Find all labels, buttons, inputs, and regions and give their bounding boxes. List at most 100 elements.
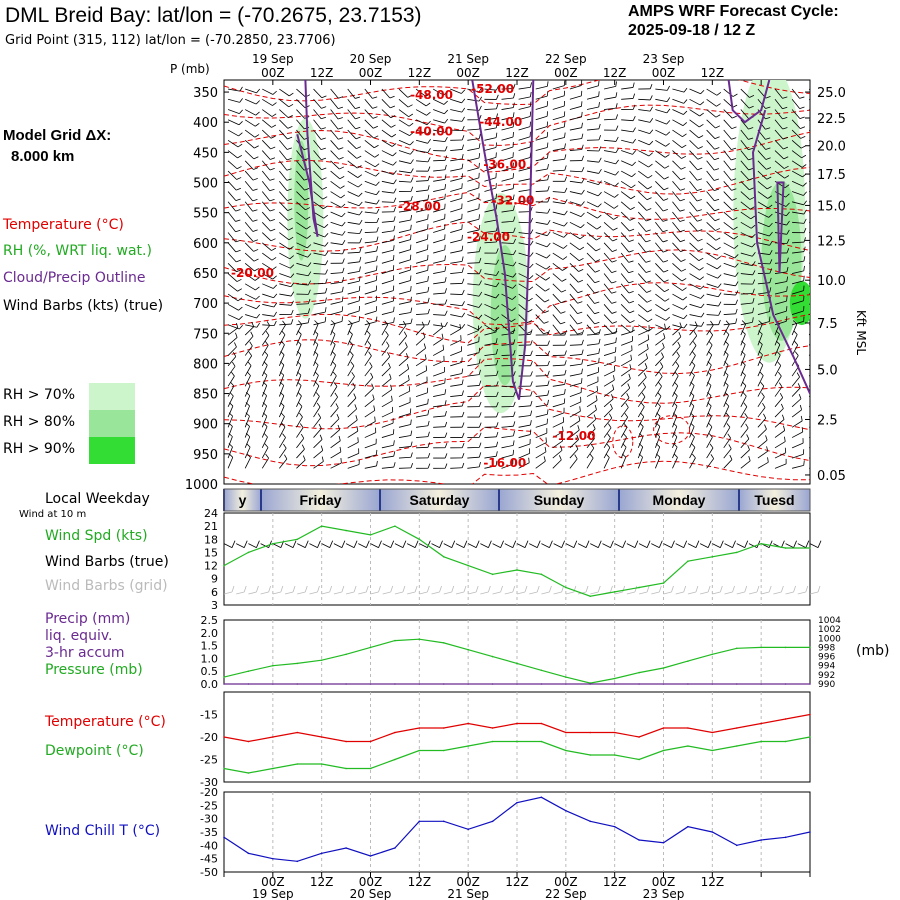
temp-contour-loop	[653, 415, 691, 445]
wind-barb-flag	[598, 102, 600, 108]
wind-barb-flag	[341, 230, 346, 236]
wind-barb-flag	[270, 157, 276, 160]
wind-barb-flag	[700, 285, 705, 290]
weekday-label: Sunday	[534, 492, 585, 508]
wind-barb-flag	[560, 321, 566, 325]
wind-barb-flag	[628, 250, 634, 253]
wind-barb	[313, 211, 325, 219]
wind-barb-flag	[317, 413, 322, 418]
grid-wind-barb	[382, 591, 391, 595]
wind-barb-flag	[561, 289, 567, 293]
temp-contour-line	[224, 282, 810, 326]
wind-barb	[467, 147, 480, 151]
wind-barb-flag	[725, 412, 730, 417]
wind-barb-flag	[578, 415, 581, 421]
wind-barb-flag	[407, 375, 410, 381]
surface-wind-barb	[529, 543, 538, 549]
wind-barb-flag	[313, 340, 319, 345]
wind-barb-flag	[725, 320, 730, 325]
wind-barb-flag	[615, 81, 617, 87]
wind-barb	[364, 270, 377, 274]
wind-barb-flag	[662, 240, 668, 243]
wind-barb	[757, 170, 767, 180]
wind-barb	[620, 252, 629, 263]
wind-barb-flag	[725, 330, 730, 335]
height-tick-label: 15.0	[817, 199, 846, 214]
wind-barb-flag	[478, 314, 483, 319]
wind-barb-flag	[513, 205, 515, 211]
temperature-line-point	[589, 731, 592, 734]
wind-barb-flag	[359, 276, 361, 282]
wind-barb-flag	[495, 122, 498, 128]
grid-wind-barb	[321, 591, 330, 595]
temperature-line-point	[418, 727, 421, 729]
wind-barb-flag	[563, 233, 568, 238]
wind-barb	[620, 211, 631, 221]
wind-barb	[552, 191, 565, 193]
wind-barb-flag	[643, 372, 647, 378]
wind-barb	[261, 375, 268, 387]
wind-barb-flag	[320, 127, 326, 130]
wind-barb	[569, 221, 581, 229]
wind-barb-flag	[393, 451, 396, 457]
wind-barb	[518, 126, 531, 131]
wind-barb-flag	[578, 279, 583, 283]
wind-barb	[689, 150, 699, 160]
wind-barb-flag	[373, 125, 379, 129]
wind-barb	[330, 150, 340, 160]
wind-barb	[757, 242, 770, 246]
wind-barb	[552, 412, 565, 418]
wind-barb-flag	[683, 314, 688, 320]
wind-barb-flag	[611, 270, 617, 273]
wind-barb	[415, 228, 428, 233]
wind-barb	[433, 371, 445, 377]
wind-barb	[757, 450, 768, 459]
wind-barb	[689, 303, 702, 309]
wind-speed-line-point	[296, 538, 299, 541]
pressure-line-point	[296, 662, 299, 665]
wind-barb	[672, 252, 682, 262]
wind-barb	[330, 160, 340, 170]
grid-wind-barb	[748, 591, 758, 595]
wind-barb-flag	[287, 136, 293, 140]
wind-barb	[398, 119, 410, 127]
wind-barb-flag	[598, 157, 602, 163]
wind-barb	[484, 446, 497, 449]
wind-barb-flag	[547, 153, 549, 159]
wind-barb-flag	[316, 402, 321, 408]
wind-barb	[672, 170, 681, 181]
wind-barb-flag	[732, 93, 738, 97]
wind-barb-flag	[632, 127, 636, 133]
wind-barb	[261, 140, 271, 150]
wind-barb-flag	[596, 226, 602, 230]
wind-barb-flag	[444, 164, 447, 170]
wind-barb-flag	[286, 168, 292, 171]
wind-barb	[757, 180, 768, 190]
wind-barb-flag	[547, 163, 549, 170]
wind-barb	[364, 334, 371, 346]
wind-barb	[757, 385, 765, 397]
wind-barb-flag	[376, 227, 379, 233]
wind-barb-flag	[357, 174, 363, 178]
wind-barb	[655, 129, 667, 136]
wind-barb-flag	[658, 382, 662, 387]
wind-barb-flag	[629, 217, 635, 221]
temp-contour-label: -40.00	[410, 124, 453, 138]
wind-barb	[689, 416, 695, 428]
wind-barb	[569, 429, 580, 438]
wind-barb-flag	[646, 218, 652, 222]
wind-barb-flag	[622, 443, 627, 448]
wind-barb	[296, 181, 305, 191]
wind-barb	[723, 170, 732, 181]
wind-barb	[381, 201, 394, 203]
wind-barb-flag	[307, 308, 311, 314]
wind-barb-flag	[355, 106, 361, 110]
wind-barb-flag	[271, 257, 277, 261]
wind-barb	[535, 385, 548, 387]
wind-barb-flag	[391, 143, 397, 147]
wind-barb-flag	[547, 174, 550, 180]
wind-barb	[484, 283, 497, 288]
wind-barb-flag	[409, 141, 414, 146]
wind-barb-flag	[782, 136, 788, 140]
wind-barb-flag	[697, 238, 703, 242]
